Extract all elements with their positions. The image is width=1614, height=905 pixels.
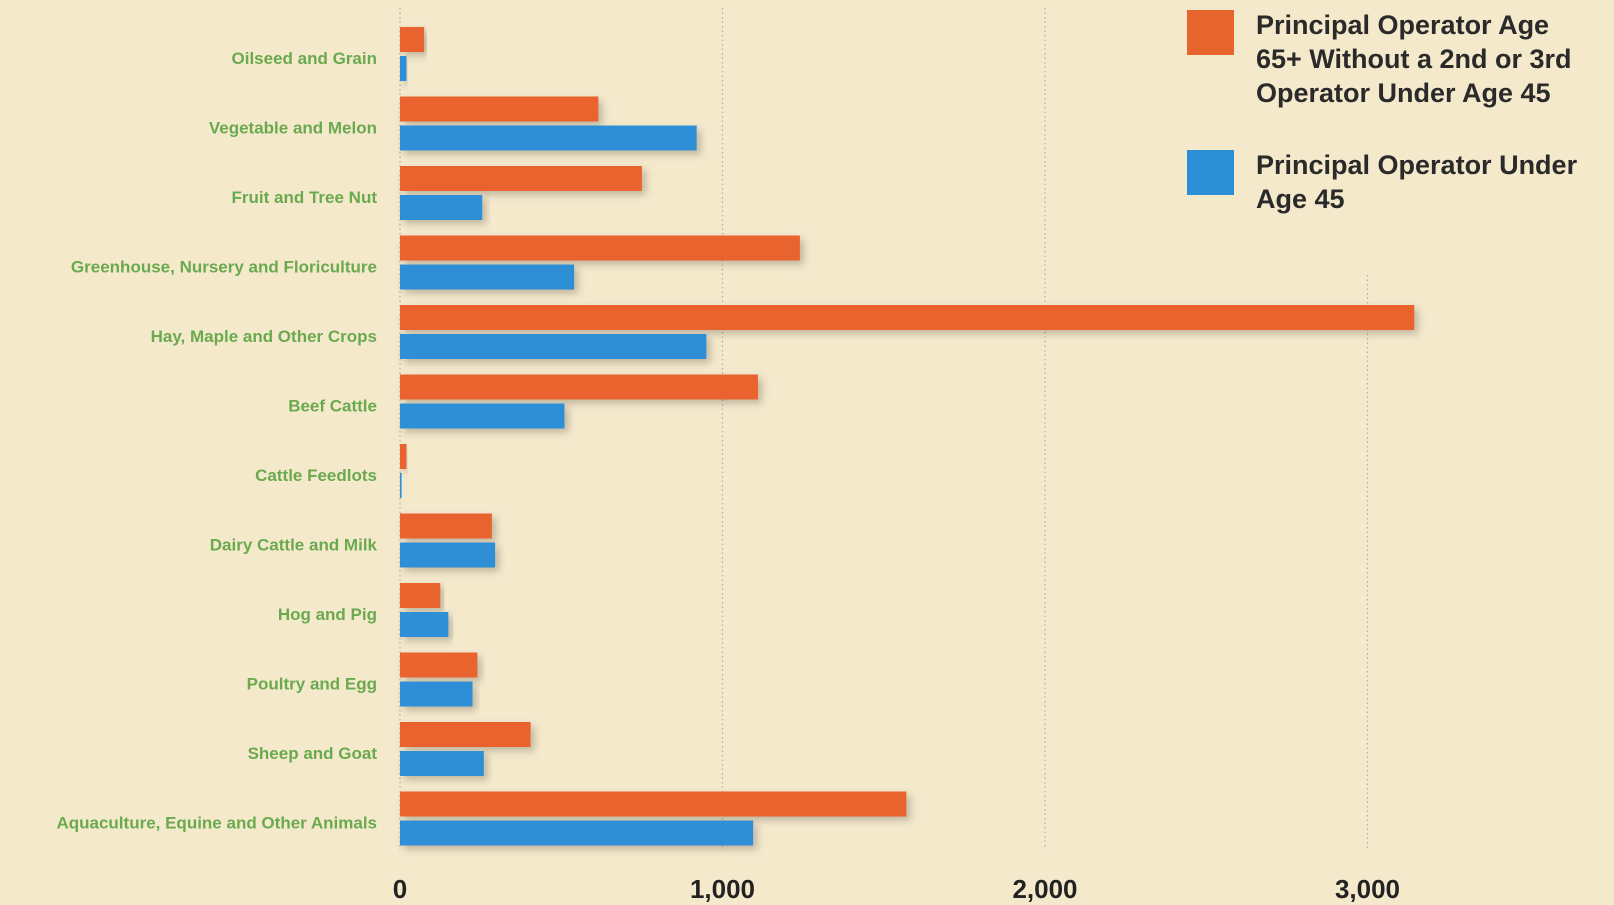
x-tick-labels: 0 1,000 2,000 3,000 xyxy=(393,874,1400,904)
legend: Principal Operator Age 65+ Without a 2nd … xyxy=(1187,10,1578,214)
bar-aquaculture-equine-and-other-animals-series-2 xyxy=(400,820,754,846)
category-label-dairy-cattle-and-milk: Dairy Cattle and Milk xyxy=(210,536,378,555)
x-tick-label-2000: 2,000 xyxy=(1012,874,1077,904)
bar-beef-cattle-series-1 xyxy=(400,374,758,400)
bar-poultry-and-egg-series-1 xyxy=(400,652,478,678)
x-tick-label-3000: 3,000 xyxy=(1335,874,1400,904)
bar-greenhouse-nursery-and-floriculture-series-2 xyxy=(400,264,575,290)
category-label-beef-cattle: Beef Cattle xyxy=(288,397,377,416)
category-label-hay-maple-and-other-crops: Hay, Maple and Other Crops xyxy=(151,327,377,346)
bar-greenhouse-nursery-and-floriculture-series-1 xyxy=(400,235,800,261)
category-label-sheep-and-goat: Sheep and Goat xyxy=(248,744,378,763)
bar-beef-cattle-series-2 xyxy=(400,403,565,429)
bar-dairy-cattle-and-milk-series-1 xyxy=(400,513,492,539)
bar-poultry-and-egg-series-2 xyxy=(400,681,473,707)
bar-cattle-feedlots-series-1 xyxy=(400,444,407,469)
bar-fruit-and-tree-nut-series-1 xyxy=(400,166,642,191)
x-tick-label-1000: 1,000 xyxy=(690,874,755,904)
category-label-greenhouse-nursery-and-floriculture: Greenhouse, Nursery and Floriculture xyxy=(71,258,377,277)
bar-aquaculture-equine-and-other-animals-series-1 xyxy=(400,791,907,817)
legend-label-series-2: Principal Operator Under Age 45 xyxy=(1256,150,1578,214)
bar-oilseed-and-grain-series-2 xyxy=(400,56,407,81)
bar-hay-maple-and-other-crops-series-2 xyxy=(400,334,707,359)
bar-vegetable-and-melon-series-2 xyxy=(400,125,697,151)
bar-vegetable-and-melon-series-1 xyxy=(400,96,599,122)
bars xyxy=(400,27,1415,846)
legend-label-series-1: Principal Operator Age 65+ Without a 2nd … xyxy=(1256,10,1572,108)
bar-cattle-feedlots-series-2 xyxy=(400,473,402,498)
bar-hay-maple-and-other-crops-series-1 xyxy=(400,305,1415,330)
bar-sheep-and-goat-series-2 xyxy=(400,751,484,776)
category-label-fruit-and-tree-nut: Fruit and Tree Nut xyxy=(232,188,378,207)
bar-hog-and-pig-series-2 xyxy=(400,612,449,637)
category-label-hog-and-pig: Hog and Pig xyxy=(278,605,377,624)
legend-swatch-series-2 xyxy=(1187,150,1234,195)
category-labels: Oilseed and Grain Vegetable and Melon Frui… xyxy=(56,49,377,833)
bar-fruit-and-tree-nut-series-2 xyxy=(400,195,483,220)
bar-dairy-cattle-and-milk-series-2 xyxy=(400,542,496,568)
category-label-oilseed-and-grain: Oilseed and Grain xyxy=(232,49,378,68)
bar-sheep-and-goat-series-1 xyxy=(400,722,531,747)
bar-oilseed-and-grain-series-1 xyxy=(400,27,425,52)
legend-swatch-series-1 xyxy=(1187,10,1234,55)
x-tick-label-0: 0 xyxy=(393,874,407,904)
bar-hog-and-pig-series-1 xyxy=(400,583,441,608)
category-label-aquaculture-equine-and-other-animals: Aquaculture, Equine and Other Animals xyxy=(56,814,377,833)
category-label-vegetable-and-melon: Vegetable and Melon xyxy=(209,119,377,138)
category-label-poultry-and-egg: Poultry and Egg xyxy=(247,675,377,694)
category-label-cattle-feedlots: Cattle Feedlots xyxy=(255,466,377,485)
